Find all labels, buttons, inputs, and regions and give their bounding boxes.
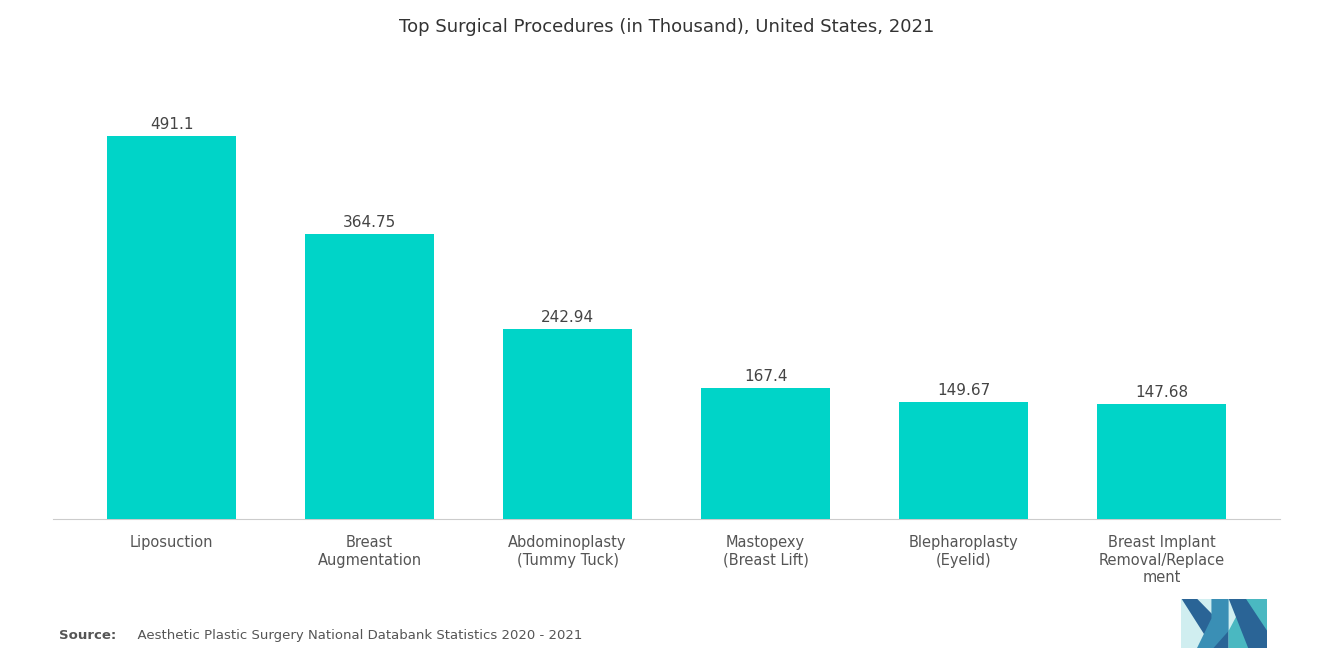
Text: 167.4: 167.4 — [744, 369, 787, 384]
Bar — [899, 402, 1028, 519]
Bar — [503, 329, 632, 519]
Polygon shape — [1197, 598, 1229, 648]
Polygon shape — [1229, 598, 1267, 648]
Text: Aesthetic Plastic Surgery National Databank Statistics 2020 - 2021: Aesthetic Plastic Surgery National Datab… — [129, 628, 582, 642]
Text: 491.1: 491.1 — [150, 117, 193, 132]
Text: 149.67: 149.67 — [937, 383, 990, 398]
Text: 147.68: 147.68 — [1135, 384, 1188, 400]
Bar — [1097, 404, 1226, 519]
Bar — [701, 388, 830, 519]
Bar — [107, 136, 236, 519]
Title: Top Surgical Procedures (in Thousand), United States, 2021: Top Surgical Procedures (in Thousand), U… — [399, 18, 935, 36]
Bar — [305, 234, 434, 519]
Text: 364.75: 364.75 — [343, 215, 396, 231]
Polygon shape — [1229, 598, 1267, 648]
Polygon shape — [1181, 598, 1229, 648]
Text: Source:: Source: — [59, 628, 116, 642]
Text: 242.94: 242.94 — [541, 311, 594, 325]
